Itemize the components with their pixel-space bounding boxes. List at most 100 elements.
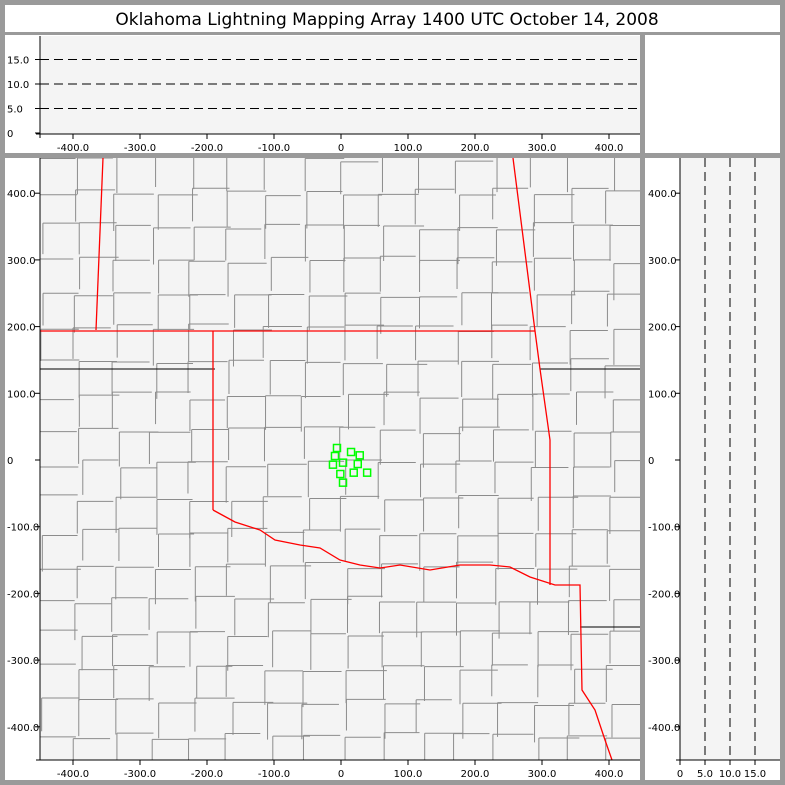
county-boundary <box>113 193 154 231</box>
county-boundary <box>267 463 307 496</box>
county-boundary <box>533 257 572 291</box>
county-boundary <box>115 698 154 735</box>
county-boundary <box>537 496 579 531</box>
county-boundary <box>264 531 305 567</box>
county-boundary <box>423 666 464 701</box>
county-boundary <box>226 190 267 227</box>
county-boundary <box>415 325 454 361</box>
county-boundary <box>81 635 118 671</box>
county-boundary <box>377 461 416 499</box>
county-boundary <box>155 391 191 425</box>
county-boundary <box>537 631 579 668</box>
county-boundary <box>115 496 156 533</box>
county-boundary <box>378 601 416 634</box>
county-boundary <box>189 500 229 539</box>
county-boundary <box>113 664 154 699</box>
county-boundary <box>112 634 149 667</box>
county-boundary <box>76 500 114 534</box>
county-boundary <box>458 426 500 462</box>
county-boundary <box>302 670 342 708</box>
altx-x-tick-label: -200.0 <box>191 143 223 154</box>
county-boundary <box>82 528 119 561</box>
county-boundary <box>151 738 189 760</box>
state-border-red <box>512 158 551 585</box>
county-boundary <box>492 187 529 220</box>
county-boundary <box>300 396 341 432</box>
county-boundary <box>491 664 528 697</box>
county-boundary <box>573 466 610 499</box>
county-boundary <box>417 360 459 397</box>
county-boundary <box>225 228 262 261</box>
county-boundary <box>611 704 640 738</box>
county-boundary <box>377 193 419 227</box>
county-boundary <box>153 227 191 265</box>
county-boundary <box>304 361 341 399</box>
county-boundary <box>158 533 195 567</box>
alty-y-tick-label: 0 <box>648 456 654 467</box>
x-tick-label: 400.0 <box>595 769 624 780</box>
county-boundary <box>78 669 118 702</box>
county-boundary <box>497 497 534 534</box>
altx-x-tick-label: 100.0 <box>394 143 423 154</box>
county-boundary <box>342 363 383 396</box>
altx-x-tick-label: 300.0 <box>528 143 557 154</box>
county-boundary <box>225 665 264 697</box>
county-boundary <box>576 391 614 425</box>
county-boundary <box>570 633 609 671</box>
county-boundary <box>343 194 383 229</box>
county-boundary <box>381 631 423 668</box>
x-tick-label: -400.0 <box>57 769 89 780</box>
county-boundary <box>344 528 381 562</box>
county-boundary <box>234 294 272 328</box>
county-boundary <box>156 499 193 535</box>
county-boundary <box>383 391 420 426</box>
county-boundary <box>78 360 117 398</box>
alty-y-tick-label: -100.0 <box>648 523 680 534</box>
county-boundary <box>537 664 574 698</box>
x-tick-label: 200.0 <box>461 769 490 780</box>
county-boundary <box>529 326 566 361</box>
county-boundary <box>116 324 153 358</box>
county-boundary <box>111 361 150 395</box>
county-boundary <box>187 361 228 394</box>
county-boundary <box>310 633 346 670</box>
county-boundary <box>605 664 640 703</box>
county-boundary <box>267 702 308 740</box>
county-boundary <box>606 530 640 564</box>
county-boundary <box>491 632 533 666</box>
county-boundary <box>609 225 640 261</box>
county-boundary <box>453 733 490 760</box>
county-boundary <box>269 565 312 603</box>
county-boundary <box>263 158 305 190</box>
county-boundary <box>538 737 580 760</box>
county-boundary <box>111 391 152 429</box>
alty-y-tick-label: 400.0 <box>648 189 677 200</box>
lightning-source-point <box>328 460 338 469</box>
county-boundary <box>606 293 640 327</box>
county-boundary <box>42 292 79 326</box>
county-boundary <box>72 738 111 760</box>
county-boundary <box>459 194 496 231</box>
county-boundary <box>75 189 116 222</box>
county-boundary <box>189 631 225 667</box>
county-boundary <box>158 259 194 294</box>
county-boundary <box>155 158 157 188</box>
county-boundary <box>419 533 457 571</box>
county-boundary <box>532 393 570 431</box>
county-boundary <box>573 224 614 261</box>
lightning-source-point <box>355 451 365 460</box>
alty-x-tick-label: 0 <box>677 769 683 780</box>
county-boundary <box>420 631 461 667</box>
county-boundary <box>345 670 387 704</box>
county-boundary <box>188 260 226 297</box>
county-boundary <box>423 497 464 532</box>
county-boundary <box>116 158 118 193</box>
county-boundary <box>418 296 458 329</box>
x-tick-label: -300.0 <box>124 769 156 780</box>
county-boundary <box>382 665 425 700</box>
altx-y-tick-label: 0 <box>7 129 13 140</box>
county-boundary <box>569 330 608 365</box>
altx-y-tick-label: 5.0 <box>7 105 23 116</box>
county-boundary <box>158 702 197 739</box>
alty-y-tick-label: -400.0 <box>648 723 680 734</box>
